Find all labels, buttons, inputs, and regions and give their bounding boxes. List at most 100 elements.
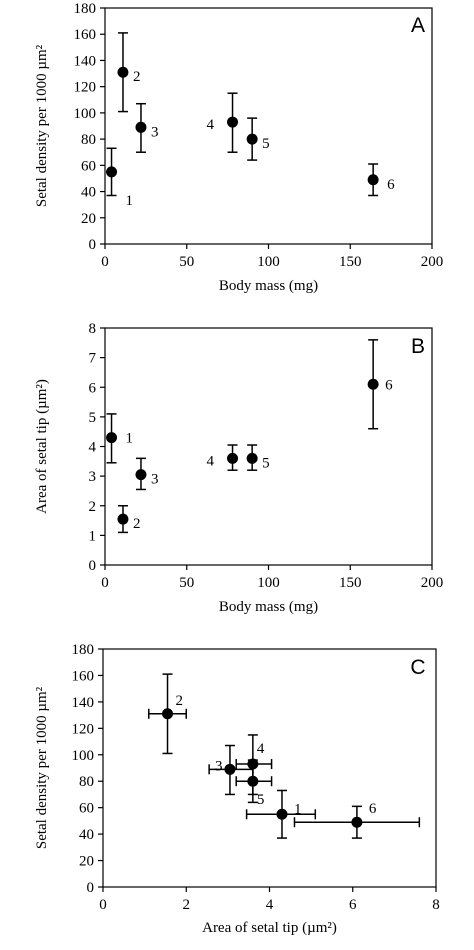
x-tick-label: 50 — [179, 254, 194, 270]
data-marker — [117, 513, 129, 525]
y-tick-label: 5 — [89, 410, 97, 426]
data-point-1: 1 — [245, 789, 317, 839]
x-tick-label: 4 — [266, 897, 274, 913]
data-point-1: 1 — [106, 413, 134, 464]
data-point-6: 6 — [367, 163, 395, 197]
data-marker — [135, 469, 147, 481]
panel-label: C — [410, 656, 425, 679]
y-tick-label: 120 — [74, 80, 97, 96]
data-marker — [247, 775, 259, 787]
y-tick-label: 6 — [89, 380, 97, 396]
data-point-label: 4 — [207, 453, 215, 469]
data-point-5: 5 — [235, 759, 273, 808]
data-marker — [162, 708, 174, 720]
data-point-label: 6 — [369, 801, 377, 817]
plot-frame — [104, 327, 433, 566]
y-tick-label: 160 — [72, 668, 95, 684]
x-axis-label: Body mass (mg) — [219, 278, 318, 294]
y-tick-label: 180 — [72, 642, 95, 658]
y-tick-label: 7 — [89, 351, 97, 367]
data-marker — [135, 121, 147, 133]
x-tick-label: 200 — [421, 575, 444, 591]
y-tick-label: 180 — [74, 1, 97, 17]
y-tick-label: 80 — [79, 774, 94, 790]
data-marker — [106, 166, 118, 178]
x-tick-label: 150 — [339, 254, 362, 270]
data-point-4: 4 — [207, 444, 239, 471]
x-axis-label: Body mass (mg) — [219, 599, 318, 615]
y-tick-label: 80 — [81, 132, 96, 148]
y-tick-label: 2 — [89, 499, 97, 515]
y-axis-label: Setal density per 1000 µm² — [34, 686, 50, 849]
data-point-6: 6 — [293, 801, 421, 839]
y-tick-label: 20 — [81, 211, 96, 227]
y-axis-label: Area of setal tip (µm²) — [34, 379, 50, 514]
y-tick-label: 100 — [72, 748, 95, 764]
data-marker — [367, 378, 379, 390]
data-point-2: 2 — [117, 32, 141, 113]
plot-frame — [102, 648, 437, 888]
x-tick-label: 6 — [349, 897, 357, 913]
data-point-label: 2 — [133, 69, 141, 85]
data-point-3: 3 — [208, 744, 254, 796]
x-tick-label: 0 — [101, 575, 109, 591]
chart-panel-b: 0 50 100 150 200 0 1 2 3 4 5 6 7 8 Body mass (mg) Area … — [34, 321, 443, 615]
data-point-4: 4 — [207, 92, 239, 153]
data-point-label: 5 — [262, 136, 270, 152]
data-marker — [224, 763, 236, 775]
data-marker — [227, 116, 239, 128]
data-marker — [227, 452, 239, 464]
x-tick-label: 150 — [339, 575, 362, 591]
data-point-label: 6 — [387, 177, 395, 193]
y-tick-label: 160 — [74, 27, 97, 43]
y-tick-label: 0 — [89, 237, 97, 253]
x-tick-label: 8 — [432, 897, 440, 913]
data-point-2: 2 — [148, 673, 187, 755]
data-point-3: 3 — [135, 102, 158, 153]
data-point-label: 3 — [215, 758, 223, 774]
y-axis-label: Setal density per 1000 µm² — [34, 44, 50, 207]
data-point-label: 4 — [257, 741, 265, 757]
data-marker — [246, 452, 258, 464]
x-tick-label: 0 — [101, 254, 109, 270]
data-point-label: 1 — [126, 193, 134, 209]
y-tick-label: 8 — [89, 321, 97, 337]
data-point-label: 5 — [257, 792, 265, 808]
data-point-label: 1 — [126, 431, 134, 447]
y-tick-label: 100 — [74, 106, 97, 122]
y-tick-label: 0 — [87, 880, 95, 896]
x-axis-label: Area of setal tip (µm²) — [202, 920, 337, 936]
data-point-label: 5 — [262, 455, 270, 471]
chart-panel-a: 0 50 100 150 200 0 20 40 60 80 100 120 140 160 180 Body… — [34, 1, 443, 294]
y-tick-label: 140 — [72, 695, 95, 711]
y-tick-label: 0 — [89, 558, 97, 574]
data-point-6: 6 — [367, 339, 393, 430]
data-marker — [106, 432, 118, 444]
x-tick-label: 200 — [421, 254, 444, 270]
data-point-label: 6 — [385, 377, 393, 393]
data-marker — [246, 133, 258, 145]
y-tick-label: 1 — [89, 528, 97, 544]
x-tick-label: 0 — [99, 897, 107, 913]
panel-label: B — [411, 335, 425, 358]
y-tick-label: 60 — [81, 158, 96, 174]
y-tick-label: 40 — [79, 827, 94, 843]
data-point-5: 5 — [246, 117, 270, 161]
x-tick-label: 100 — [257, 575, 280, 591]
y-tick-label: 40 — [81, 185, 96, 201]
panel-label: A — [411, 14, 425, 37]
data-point-1: 1 — [106, 147, 134, 209]
data-point-5: 5 — [246, 444, 270, 471]
data-point-2: 2 — [117, 505, 140, 534]
x-tick-label: 2 — [183, 897, 191, 913]
y-tick-label: 4 — [89, 440, 97, 456]
data-marker — [351, 816, 363, 828]
x-tick-label: 50 — [179, 575, 194, 591]
x-tick-label: 100 — [257, 254, 280, 270]
data-point-3: 3 — [135, 457, 159, 491]
data-marker — [276, 808, 288, 820]
y-tick-label: 60 — [79, 801, 94, 817]
data-point-label: 3 — [151, 472, 159, 488]
